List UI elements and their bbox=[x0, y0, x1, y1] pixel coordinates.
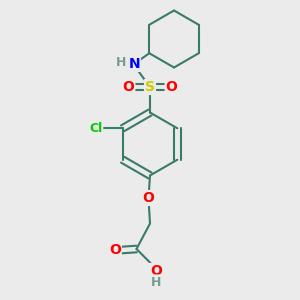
Text: O: O bbox=[142, 191, 154, 205]
Text: Cl: Cl bbox=[89, 122, 102, 135]
Text: H: H bbox=[151, 275, 161, 289]
Text: N: N bbox=[128, 57, 140, 71]
Text: O: O bbox=[109, 244, 121, 257]
Text: S: S bbox=[145, 80, 155, 94]
Text: O: O bbox=[166, 80, 178, 94]
Text: O: O bbox=[122, 80, 134, 94]
Text: O: O bbox=[150, 264, 162, 278]
Text: H: H bbox=[116, 56, 126, 69]
